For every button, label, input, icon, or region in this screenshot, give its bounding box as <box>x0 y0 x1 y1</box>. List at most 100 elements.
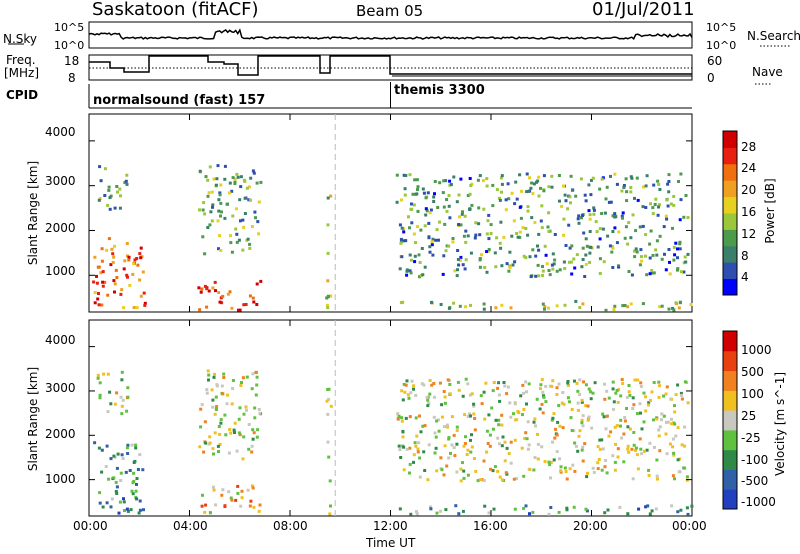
data-cell <box>404 174 408 177</box>
data-cell <box>329 504 332 508</box>
data-cell <box>531 248 535 252</box>
data-cell <box>143 301 147 305</box>
data-cell <box>623 416 627 419</box>
data-cell <box>97 303 101 307</box>
data-cell <box>218 191 222 195</box>
data-cell <box>583 275 587 278</box>
data-cell <box>657 434 661 438</box>
data-cell <box>625 190 629 194</box>
data-cell <box>403 193 407 197</box>
data-cell <box>138 278 142 282</box>
data-cell <box>504 471 508 475</box>
data-cell <box>439 456 443 460</box>
data-cell <box>607 396 611 400</box>
data-cell <box>234 227 238 231</box>
data-cell <box>677 180 680 183</box>
data-cell <box>492 507 496 511</box>
data-cell <box>532 468 536 472</box>
data-cell <box>462 469 466 473</box>
xtick-2: 08:00 <box>273 519 308 533</box>
data-cell <box>596 445 600 449</box>
data-cell <box>520 446 524 450</box>
data-cell <box>631 213 635 217</box>
data-cell <box>606 508 610 512</box>
data-cell <box>416 209 420 213</box>
data-cell <box>252 431 256 435</box>
data-cell <box>537 194 541 198</box>
data-cell <box>575 253 579 257</box>
data-cell <box>418 475 422 479</box>
data-cell <box>613 304 617 308</box>
data-cell <box>576 449 580 453</box>
data-cell <box>432 382 436 385</box>
data-cell <box>227 451 231 455</box>
data-cell <box>533 221 537 224</box>
data-cell <box>623 419 627 423</box>
data-cell <box>132 262 136 266</box>
data-cell <box>664 268 668 272</box>
freq-trace <box>89 55 692 76</box>
colorbar-segment <box>723 245 737 263</box>
data-cell <box>206 226 210 229</box>
data-cell <box>404 416 408 420</box>
data-cell <box>633 255 637 259</box>
data-cell <box>219 249 223 252</box>
data-cell <box>654 507 658 511</box>
data-cell <box>250 484 254 488</box>
data-cell <box>103 194 107 197</box>
data-cell <box>485 232 489 236</box>
data-cell <box>461 210 464 214</box>
data-cell <box>462 476 466 480</box>
data-cell <box>244 405 248 409</box>
data-cell <box>587 387 591 391</box>
data-cell <box>500 264 504 268</box>
data-cell <box>644 206 648 209</box>
data-cell <box>568 195 572 199</box>
noise-left-label: N.Sky <box>3 32 38 46</box>
data-cell <box>238 406 242 410</box>
data-cell <box>521 226 525 230</box>
data-cell <box>509 461 513 465</box>
data-cell <box>537 248 541 252</box>
data-cell <box>113 206 117 210</box>
data-cell <box>106 372 110 376</box>
data-cell <box>98 165 102 169</box>
data-cell <box>506 385 510 389</box>
data-cell <box>486 442 490 445</box>
data-cell <box>233 421 237 425</box>
data-cell <box>248 504 252 508</box>
data-cell <box>404 383 408 387</box>
data-cell <box>640 427 644 431</box>
data-cell <box>199 290 203 294</box>
data-cell <box>141 270 145 274</box>
data-cell <box>216 219 220 223</box>
xtick-5: 20:00 <box>573 519 608 533</box>
data-cell <box>669 397 673 401</box>
data-cell <box>569 174 573 178</box>
data-cell <box>615 424 619 428</box>
data-cell <box>125 242 129 245</box>
data-cell <box>564 244 568 247</box>
data-cell <box>586 404 590 408</box>
data-cell <box>456 380 460 384</box>
velocity-cb-m100: -100 <box>741 453 769 467</box>
data-cell <box>679 391 683 395</box>
data-cell <box>203 420 207 424</box>
data-cell <box>438 220 441 224</box>
data-cell <box>644 395 647 399</box>
data-cell <box>672 308 676 312</box>
data-cell <box>657 182 661 186</box>
data-cell <box>588 245 592 249</box>
data-cell <box>115 492 119 495</box>
data-cell <box>409 258 413 262</box>
data-cell <box>247 447 251 451</box>
data-cell <box>122 306 125 310</box>
data-cell <box>500 174 504 178</box>
data-cell <box>226 393 229 397</box>
data-cell <box>674 393 678 397</box>
data-cell <box>621 216 624 220</box>
data-cell <box>254 393 258 397</box>
noise-trace <box>88 28 693 40</box>
colorbar-segment <box>723 163 737 181</box>
data-cell <box>598 257 602 261</box>
